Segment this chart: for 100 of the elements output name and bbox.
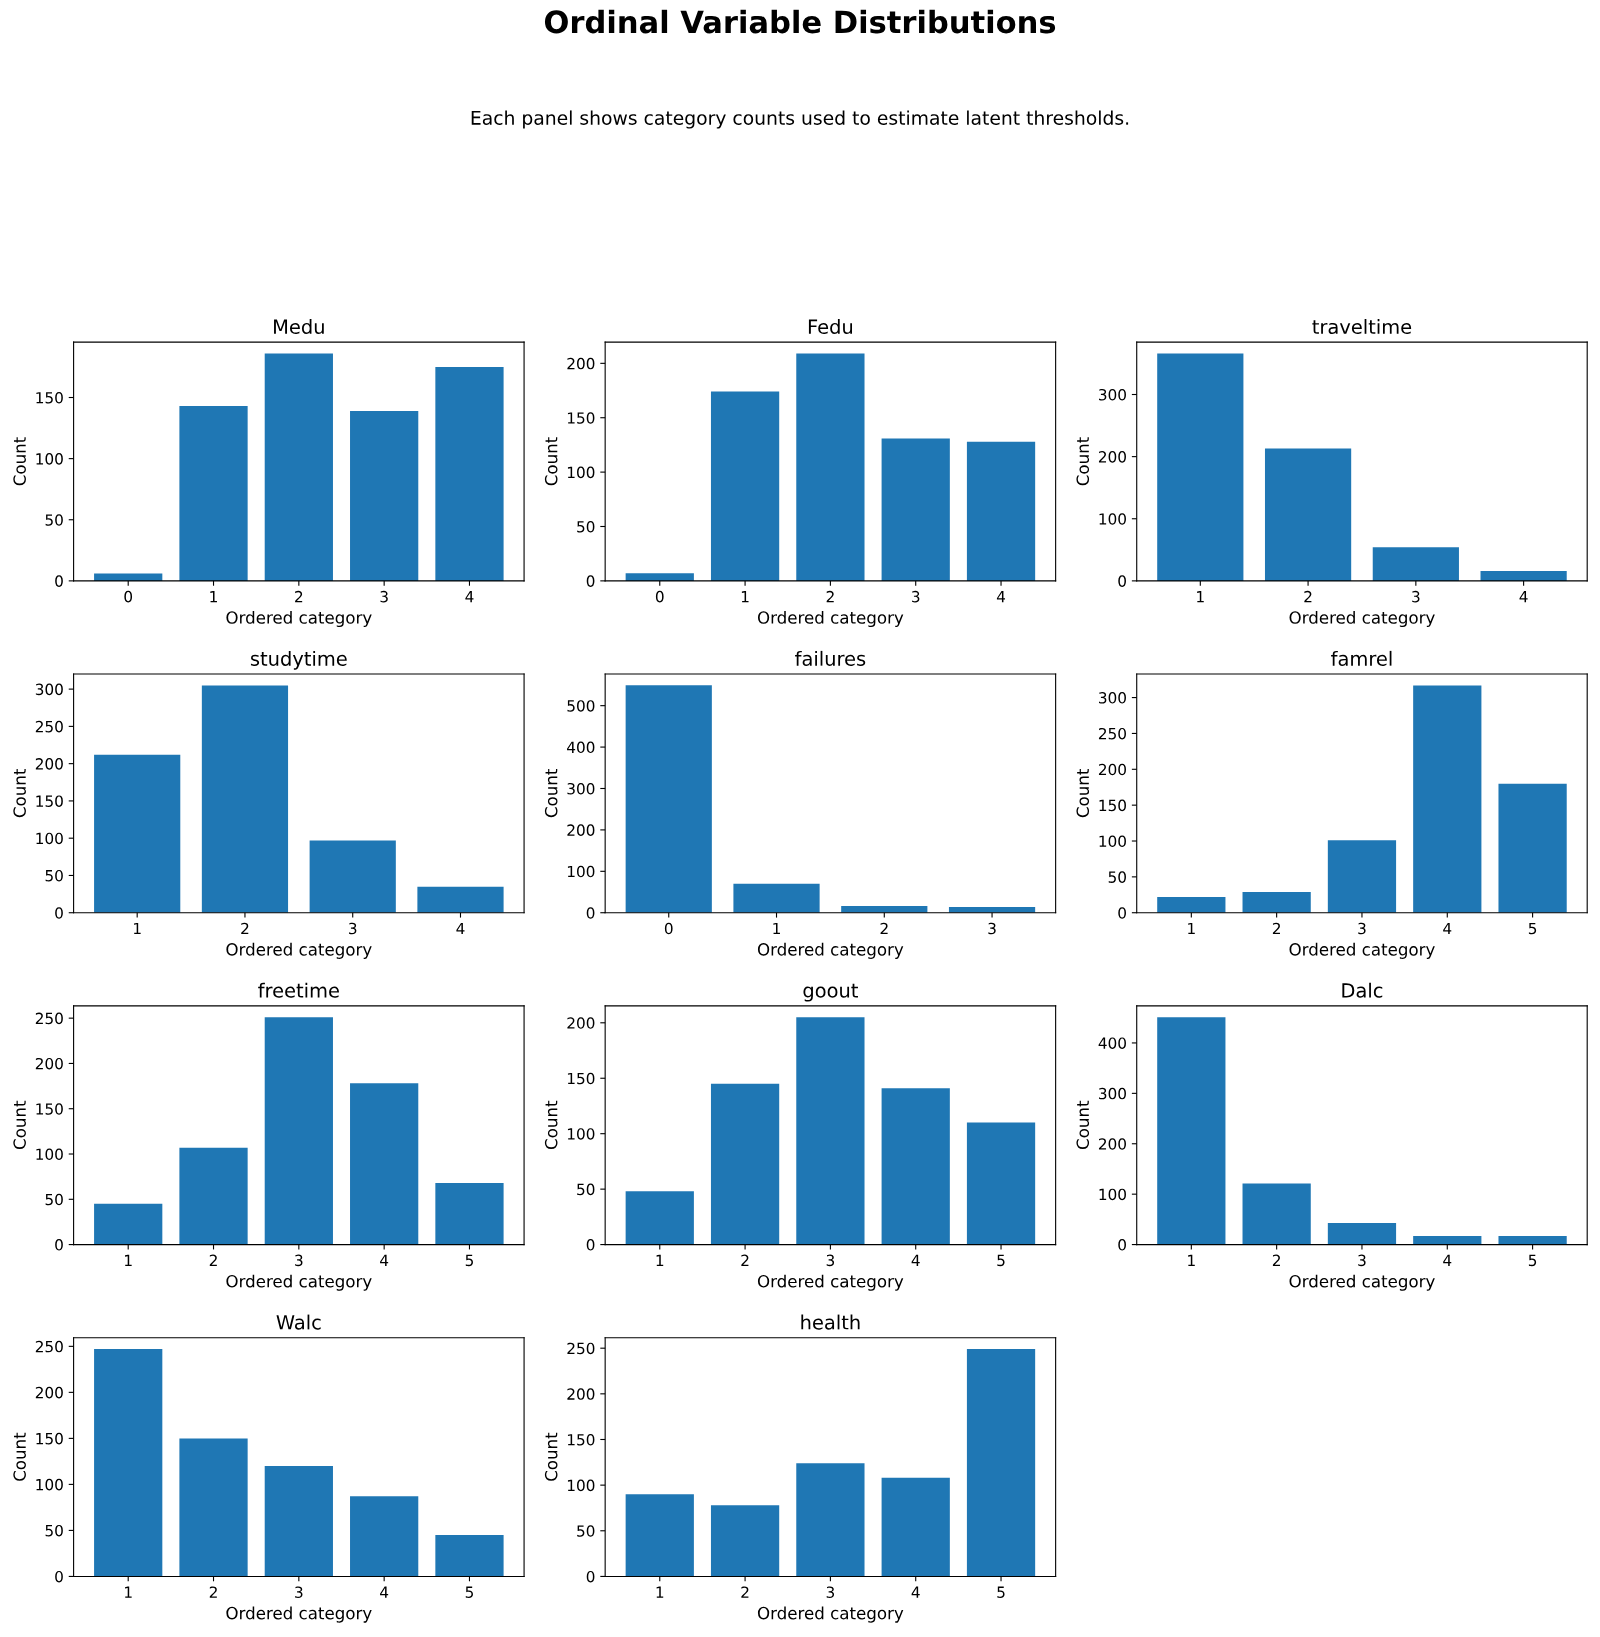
bar: [710, 1505, 780, 1577]
y-tick-label: 0: [55, 1239, 63, 1251]
bar: [264, 1465, 333, 1577]
x-tick-label: 4: [1519, 591, 1528, 603]
y-tick-label: 150: [36, 391, 63, 404]
bar: [94, 754, 181, 913]
y-tick-label: 100: [36, 453, 63, 465]
chart-title: traveltime: [1312, 319, 1412, 335]
x-tick-label: 2: [295, 590, 303, 603]
bar: [1157, 896, 1226, 913]
bar: [201, 685, 289, 913]
bar: [1242, 891, 1311, 913]
x-axis-title: Ordered category: [757, 942, 904, 959]
bar: [179, 1147, 248, 1245]
y-tick-label: 500: [567, 700, 595, 712]
x-tick-label: 5: [465, 1586, 473, 1598]
bar: [309, 840, 396, 913]
y-axis-title: Count: [544, 437, 558, 486]
x-tick-label: 1: [656, 1586, 664, 1598]
y-tick-label: 150: [567, 1433, 595, 1446]
x-tick-label: 2: [209, 1586, 217, 1598]
y-tick-label: 200: [35, 758, 63, 770]
x-tick-label: 3: [349, 922, 357, 935]
x-tick-label: 2: [1272, 922, 1280, 935]
x-tick-label: 3: [1358, 1254, 1366, 1267]
y-tick-label: 250: [567, 1342, 595, 1355]
x-tick-label: 1: [1188, 922, 1195, 935]
x-axis-title: Ordered category: [1289, 942, 1435, 959]
x-tick-label: 4: [456, 922, 465, 935]
y-tick-label: 300: [35, 683, 63, 696]
bar: [1413, 1236, 1482, 1245]
x-tick-label: 2: [1272, 1254, 1280, 1266]
x-axis-title: Ordered category: [1289, 1274, 1435, 1291]
chart-title: goout: [803, 983, 858, 1002]
bar: [796, 353, 865, 581]
x-tick-label: 2: [880, 922, 888, 935]
y-tick-label: 250: [35, 720, 63, 733]
bar: [1157, 1017, 1226, 1245]
y-axis-title: Count: [544, 1100, 558, 1150]
bar: [179, 1438, 248, 1577]
y-tick-label: 300: [1099, 1087, 1126, 1100]
x-tick-label: 5: [1528, 922, 1537, 935]
chart-title: Fedu: [808, 319, 853, 335]
x-tick-label: 3: [826, 1586, 835, 1598]
bar: [264, 1017, 333, 1245]
x-tick-label: 2: [241, 922, 249, 935]
y-tick-label: 100: [1099, 513, 1126, 525]
bar: [625, 573, 694, 581]
y-tick-label: 200: [1098, 451, 1126, 463]
y-tick-label: 400: [1098, 1037, 1126, 1049]
y-tick-label: 50: [577, 1183, 595, 1196]
x-tick-label: 4: [1443, 1254, 1452, 1266]
bar: [435, 366, 504, 581]
bar: [881, 1477, 950, 1577]
chart-title: studytime: [250, 650, 347, 670]
y-tick-label: 50: [45, 1524, 63, 1537]
y-tick-label: 0: [586, 1570, 595, 1583]
x-tick-label: 3: [295, 1586, 303, 1598]
x-axis-title: Ordered category: [757, 1274, 904, 1291]
chart-title: famrel: [1331, 650, 1392, 666]
x-tick-label: 3: [826, 1254, 835, 1267]
bar: [1264, 448, 1352, 581]
x-tick-label: 4: [911, 1586, 920, 1598]
y-axis-title: Count: [13, 1432, 26, 1481]
bar: [625, 1191, 694, 1245]
x-tick-label: 0: [124, 590, 133, 603]
x-tick-label: 3: [295, 1254, 303, 1267]
bar: [1498, 1236, 1567, 1245]
chart-title: failures: [795, 650, 866, 666]
chart-title: Medu: [274, 319, 324, 335]
y-tick-label: 0: [586, 575, 595, 587]
x-tick-label: 3: [988, 922, 996, 935]
x-tick-label: 1: [125, 1254, 132, 1266]
x-tick-label: 1: [741, 591, 749, 603]
chart-title: freetime: [258, 982, 339, 998]
y-tick-label: 50: [577, 1525, 595, 1537]
y-axis-title: Count: [1076, 1100, 1090, 1150]
y-tick-label: 100: [36, 1148, 63, 1161]
bar: [1413, 685, 1482, 913]
text: Each panel shows category counts used to estimate latent thresholds.: [471, 110, 1129, 129]
bar: [796, 1017, 865, 1245]
y-tick-label: 50: [45, 869, 63, 882]
x-tick-label: 1: [210, 591, 217, 603]
y-tick-label: 250: [35, 1012, 63, 1025]
bar: [1327, 1222, 1397, 1245]
y-tick-label: 0: [55, 1570, 63, 1583]
x-tick-label: 1: [1188, 1254, 1195, 1266]
x-tick-label: 4: [996, 591, 1006, 603]
y-tick-label: 200: [567, 1017, 595, 1029]
y-tick-label: 0: [1118, 907, 1126, 919]
bar: [264, 353, 333, 581]
bar: [94, 1203, 163, 1245]
y-tick-label: 400: [567, 741, 595, 754]
bar: [1372, 547, 1459, 581]
y-tick-label: 300: [1099, 388, 1126, 401]
bar: [1327, 840, 1397, 913]
y-tick-label: 300: [567, 782, 595, 795]
x-tick-label: 4: [1443, 922, 1452, 935]
y-tick-label: 150: [567, 412, 595, 424]
y-axis-title: Count: [544, 769, 558, 818]
